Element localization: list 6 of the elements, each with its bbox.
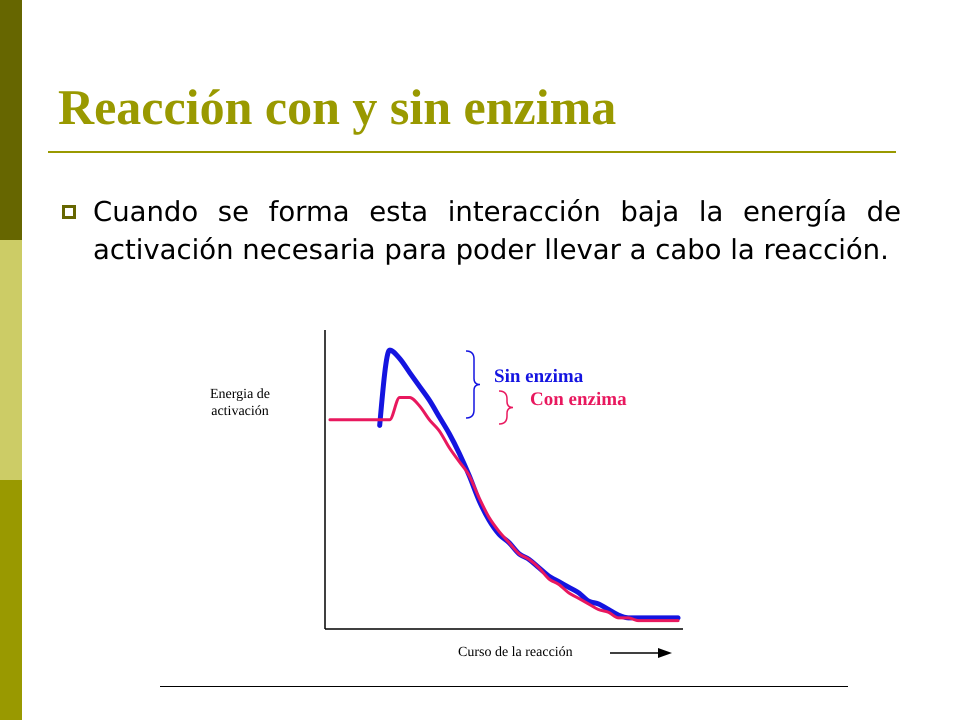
chart-title: Reacción con y sin enzima: [58, 78, 616, 136]
y-axis-title: Energia de activación: [209, 386, 271, 420]
legend-label: Con enzima: [530, 389, 627, 411]
x-axis-title: Curso de la reacción: [458, 645, 573, 661]
text: Sin enzima: [494, 366, 584, 388]
chart-subtitle: Cuando se forma esta interacción baja la energía de activación necesaria para poder llevar a cabo la reacción.: [93, 195, 901, 268]
